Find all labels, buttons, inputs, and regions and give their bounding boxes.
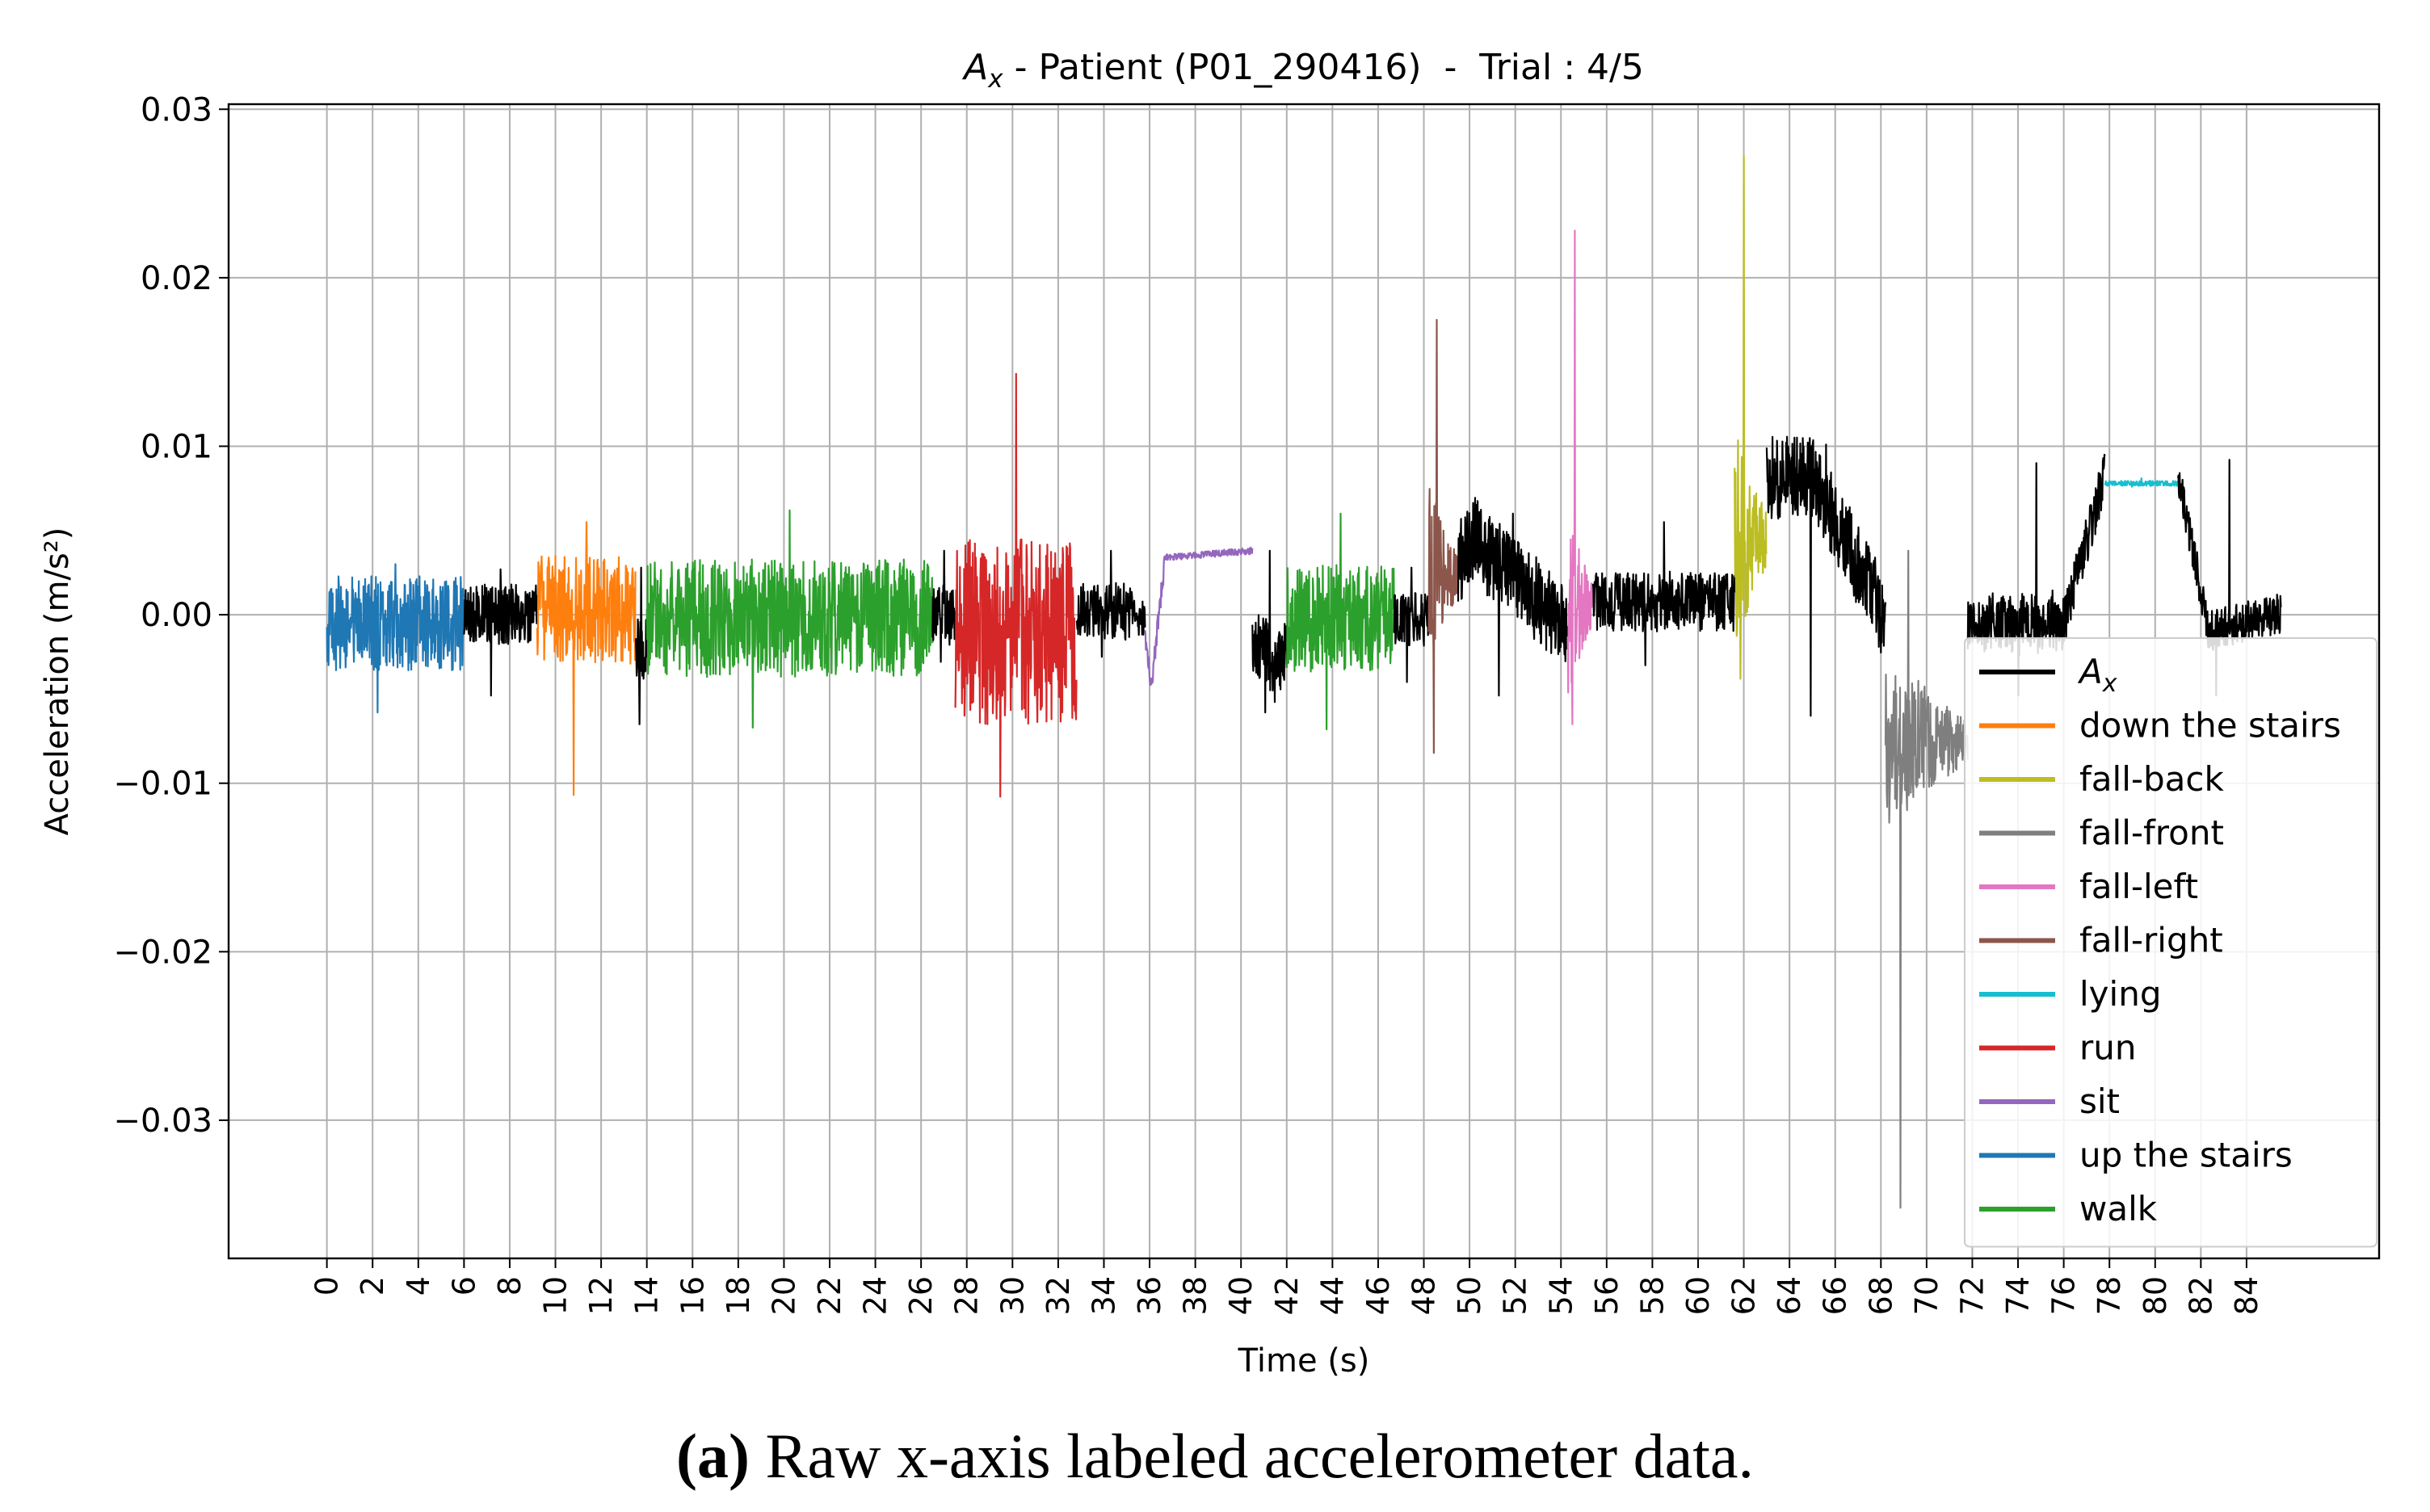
legend-box [1964,637,2377,1248]
x-tick-label: 20 [766,1276,801,1315]
x-tick-label: 50 [1452,1276,1487,1315]
x-tick-label: 62 [1726,1276,1762,1315]
y-tick-label: −0.03 [113,1102,212,1140]
figure-caption: (a) Raw x-axis labeled accelerometer dat… [0,1420,2430,1493]
legend: Ax down the stairs fall-back fall-front fall… [1964,637,2377,1248]
caption-label: (a) [676,1421,750,1491]
x-tick-label: 18 [721,1276,756,1315]
x-tick-label: 68 [1863,1276,1898,1315]
series-ax [1457,497,1569,697]
series-ax [931,549,956,663]
y-tick-label: 0.00 [141,597,212,634]
series-fall-front [1884,549,1969,1209]
x-tick-label: 10 [538,1276,574,1315]
x-tick-label: 22 [812,1276,847,1315]
series-walk [645,509,934,729]
x-tick-label: 36 [1132,1276,1167,1315]
x-tick-label: 42 [1269,1276,1305,1315]
x-tick-label: 70 [1909,1276,1944,1315]
series-sit [1144,546,1254,687]
x-tick-label: 12 [583,1276,619,1315]
x-tick-label: 14 [629,1276,665,1315]
x-tick-label: 52 [1498,1276,1533,1315]
y-tick-label: −0.01 [113,766,212,803]
series-walk [1285,512,1395,731]
legend-label: fall-back [2079,759,2225,799]
x-tick-label: 6 [446,1276,481,1296]
x-tick-label: 2 [355,1276,390,1296]
series-ax [1075,549,1146,658]
legend-label: fall-front [2079,813,2224,853]
x-tick-label: 48 [1406,1276,1442,1315]
x-tick-label: 26 [903,1276,939,1315]
x-tick-label: 24 [858,1276,893,1315]
x-tick-label: 58 [1634,1276,1670,1315]
x-tick-label: 64 [1772,1276,1807,1315]
series-ax [1591,521,1736,666]
series-ax [463,568,538,697]
series-ax [1765,435,1887,717]
x-tick-label: 30 [994,1276,1030,1315]
x-tick-label: 76 [2046,1276,2082,1315]
axis-ticks: 0 2 4 6 8 10 12 14 16 18 20 22 24 26 28 30 32 34 36 38 40 42 4… [113,91,2264,1315]
series [326,155,2282,1209]
x-tick-label: 4 [401,1276,436,1296]
legend-label: Ax [2077,652,2117,698]
legend-label: run [2079,1028,2137,1068]
legend-label: fall-left [2079,867,2198,906]
x-tick-label: 32 [1041,1276,1076,1315]
chart-title: Ax - Patient (P01_290416) - Trial : 4/5 [961,47,1644,94]
x-tick-label: 56 [1589,1276,1625,1315]
x-tick-label: 80 [2138,1276,2173,1315]
series-up-the-stairs [326,563,465,714]
series-run [954,372,1078,798]
x-tick-label: 66 [1818,1276,1853,1315]
x-tick-label: 34 [1086,1276,1121,1315]
y-tick-label: 0.01 [141,428,212,465]
legend-label: walk [2079,1189,2158,1228]
x-tick-label: 0 [309,1276,345,1296]
chart: 0 2 4 6 8 10 12 14 16 18 20 22 24 26 28 30 32 34 36 38 40 42 4… [39,47,2381,1380]
series-ax [1966,453,2106,697]
y-tick-label: −0.02 [113,934,212,971]
x-tick-label: 82 [2183,1276,2218,1315]
series-ax [1251,549,1288,714]
series-fall-back [1734,155,1768,680]
series-ax [635,566,648,725]
legend-label: sit [2079,1082,2120,1121]
legend-label: down the stairs [2079,706,2341,746]
y-axis-label: Acceleration (m/s²) [39,527,76,836]
x-axis-label: Time (s) [1238,1342,1370,1380]
series-fall-left [1566,229,1594,725]
x-tick-label: 84 [2229,1276,2264,1315]
x-tick-label: 78 [2092,1276,2127,1315]
x-tick-label: 8 [492,1276,528,1296]
x-tick-label: 46 [1360,1276,1396,1315]
caption-text: Raw x-axis labeled accelerometer data. [765,1421,1754,1491]
x-tick-label: 38 [1178,1276,1213,1315]
x-tick-label: 74 [2000,1276,2036,1315]
x-tick-label: 44 [1314,1276,1350,1315]
x-tick-label: 72 [1954,1276,1990,1315]
title-symbol: A [961,47,988,88]
plot-frame [227,103,2381,1260]
series-ax [1393,566,1430,683]
series-fall-right [1427,318,1460,754]
x-tick-label: 28 [949,1276,985,1315]
series-lying [2104,477,2180,488]
x-tick-label: 60 [1680,1276,1716,1315]
x-tick-label: 54 [1543,1276,1579,1315]
legend-label: up the stairs [2079,1136,2293,1175]
x-tick-label: 16 [675,1276,710,1315]
title-subscript: x [987,65,1003,94]
title-rest: - Patient (P01_290416) - Trial : 4/5 [1003,47,1644,88]
series-ax [2177,459,2282,697]
x-tick-label: 40 [1223,1276,1259,1315]
legend-label: lying [2079,974,2161,1014]
y-tick-label: 0.02 [141,260,212,297]
y-tick-label: 0.03 [141,91,212,128]
series-down-the-stairs [536,521,637,796]
legend-label: fall-right [2079,921,2223,960]
